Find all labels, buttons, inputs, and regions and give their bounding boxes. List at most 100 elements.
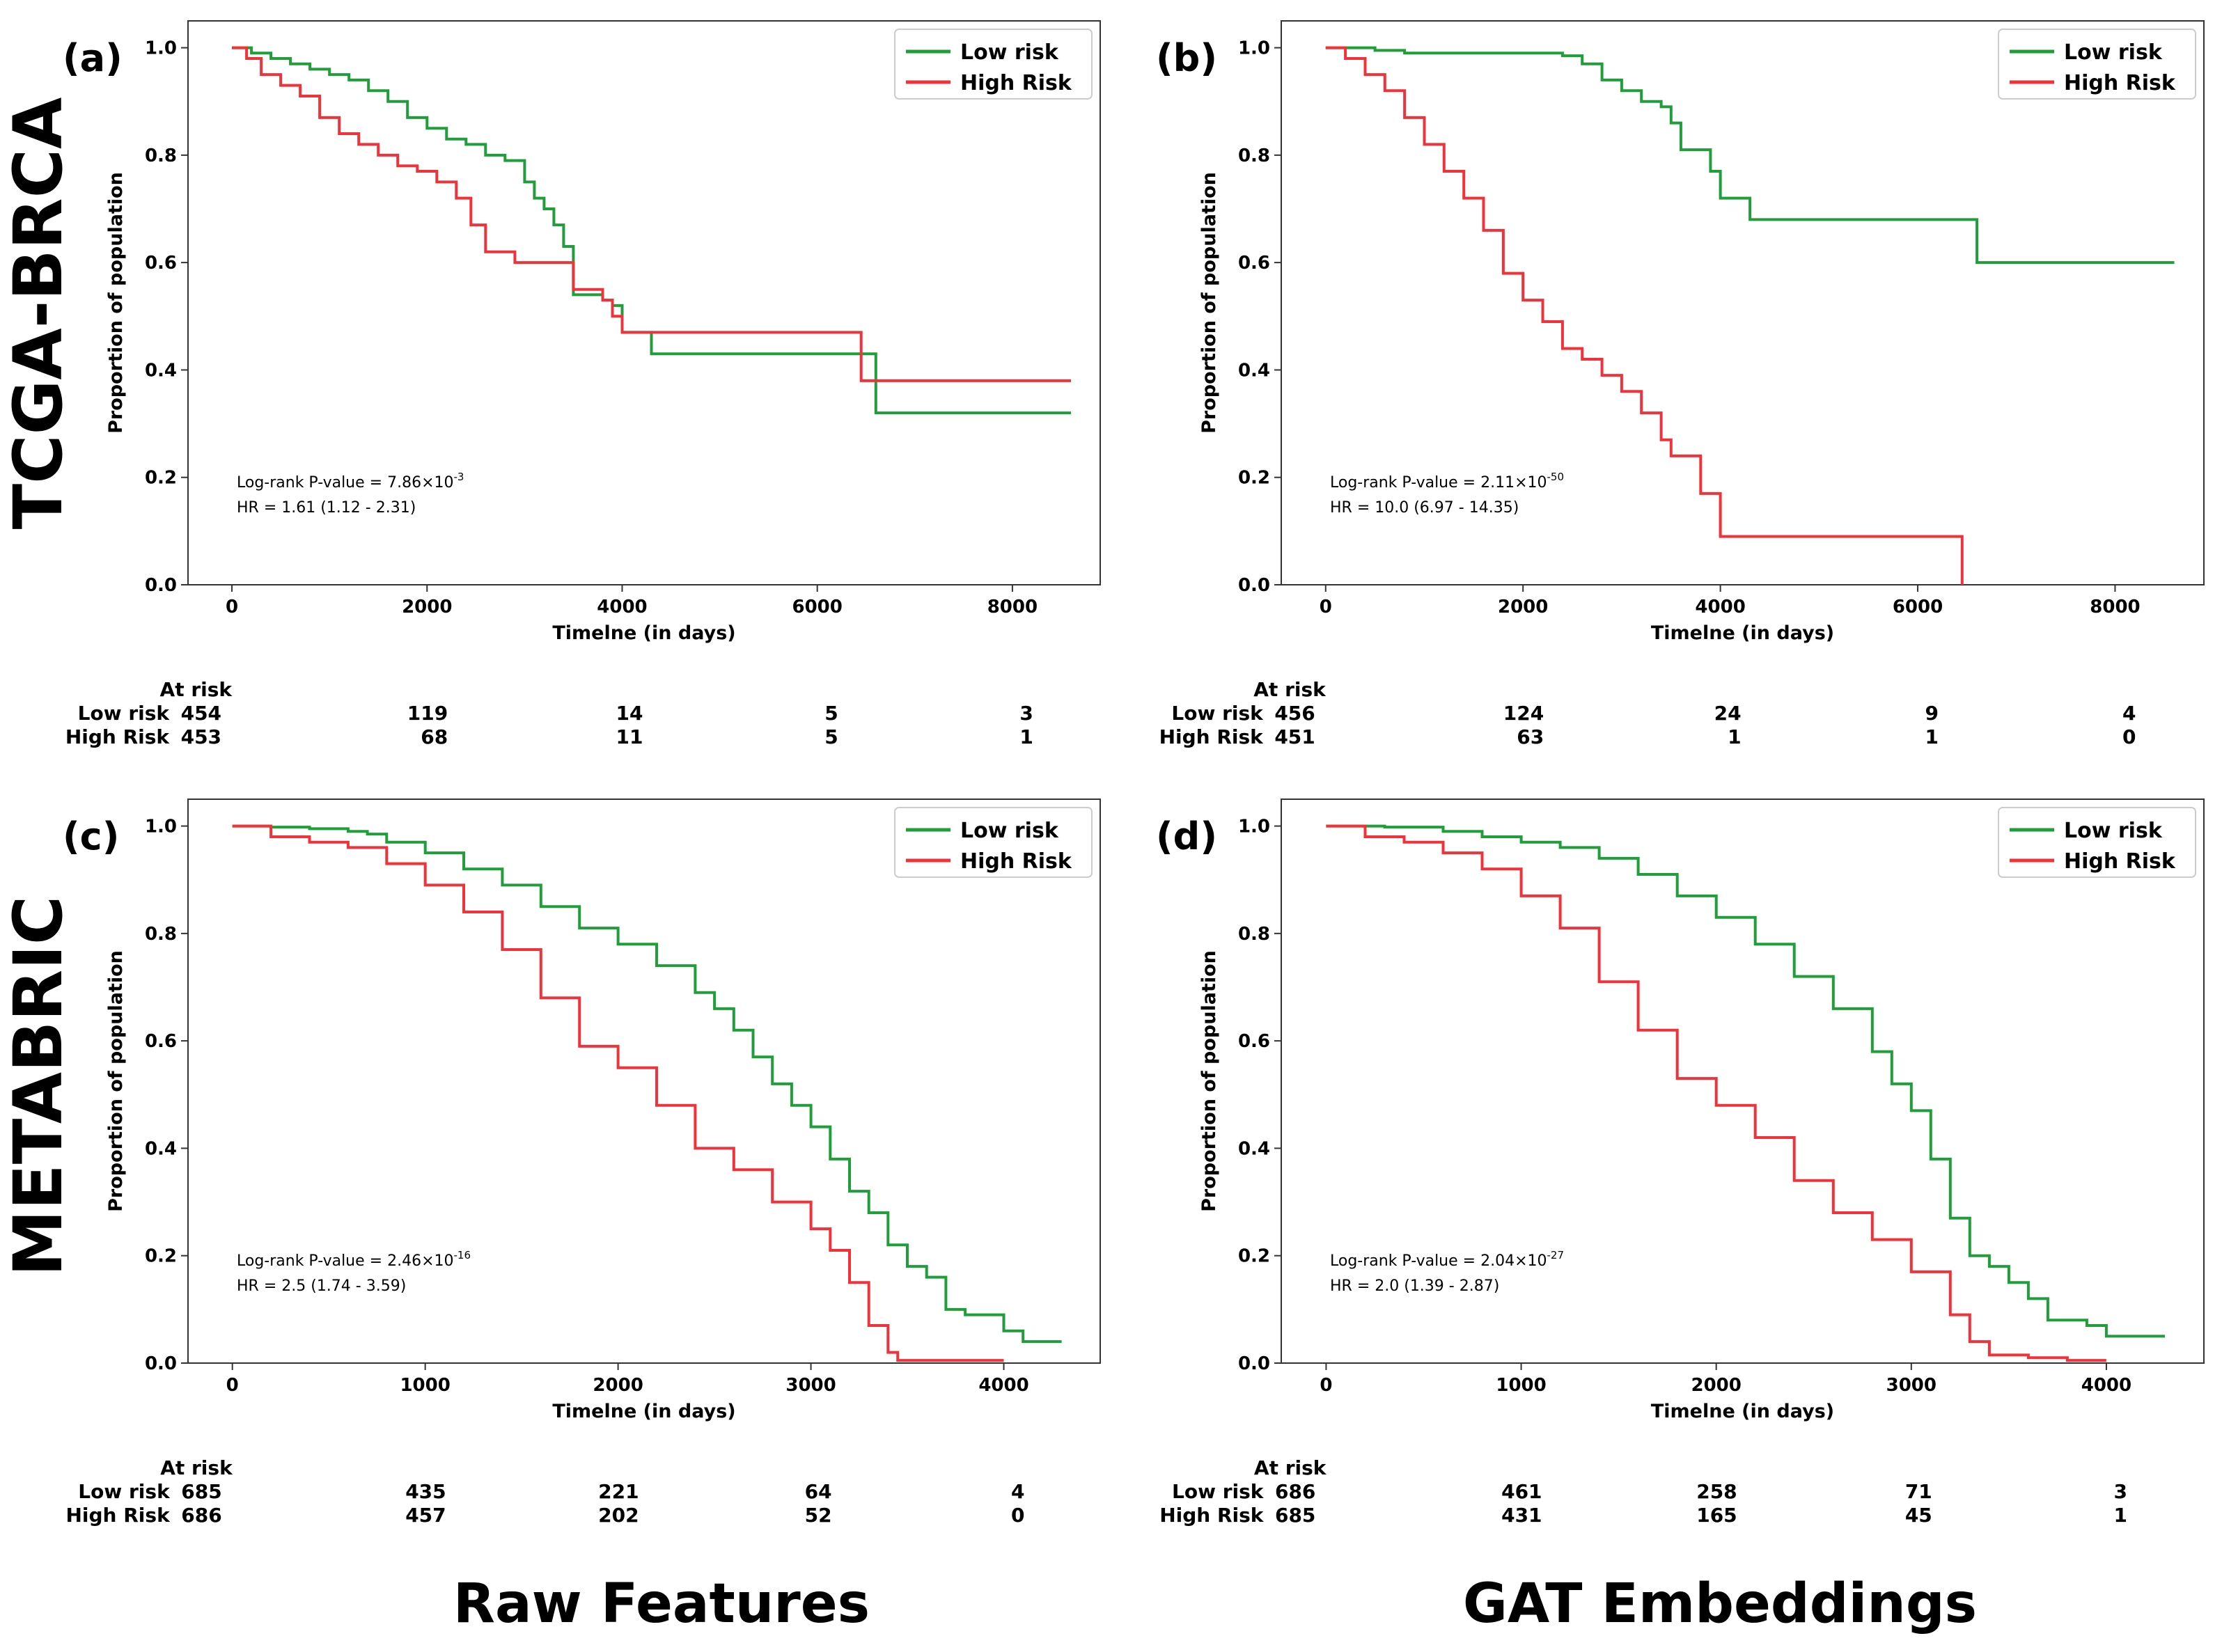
at-risk-count: 686	[1275, 1480, 1315, 1503]
at-risk-count: 165	[1696, 1504, 1737, 1527]
y-tick-label: 0.8	[145, 145, 177, 166]
x-axis-title: Timelne (in days)	[1651, 622, 1834, 644]
at-risk-count: 4	[2122, 702, 2136, 725]
at-risk-count: 202	[598, 1504, 639, 1527]
at-risk-count: 14	[616, 702, 643, 725]
x-tick-label: 8000	[2090, 597, 2140, 617]
p-value-exponent: -16	[454, 1249, 471, 1261]
at-risk-count: 1	[1728, 725, 1741, 748]
low-risk-curve	[1325, 46, 2175, 265]
x-tick-label: 6000	[1893, 597, 1943, 617]
y-tick-label: 0.4	[1238, 360, 1270, 381]
row-label-metabric: METABRIC	[0, 896, 77, 1277]
at-risk-count: 453	[181, 725, 221, 748]
panel-label: (a)	[63, 36, 123, 80]
p-value-annotation: Log-rank P-value = 2.04×10-27	[1330, 1249, 1564, 1270]
y-axis-title: Proportion of population	[105, 172, 127, 434]
panel-label: (b)	[1156, 36, 1217, 80]
at-risk-header: At risk	[160, 678, 233, 701]
x-tick-label: 0	[226, 1375, 239, 1396]
y-tick-label: 0.8	[145, 924, 177, 945]
x-tick-label: 1000	[1496, 1375, 1546, 1396]
at-risk-row-label: High Risk	[1159, 725, 1265, 748]
at-risk-count: 1	[1019, 725, 1033, 748]
y-tick-label: 1.0	[1238, 38, 1270, 59]
at-risk-count: 451	[1274, 725, 1315, 748]
at-risk-row-label: Low risk	[78, 702, 171, 725]
y-tick-label: 0.8	[1238, 924, 1270, 945]
y-tick-label: 0.8	[1238, 145, 1270, 166]
at-risk-row-label: Low risk	[1171, 702, 1264, 725]
legend-low-risk-label: Low risk	[960, 819, 1059, 843]
legend-low-risk-label: Low risk	[2064, 40, 2163, 65]
row-label-tcga: TCGA-BRCA	[0, 97, 77, 530]
low-risk-curve	[232, 46, 1071, 415]
x-tick-label: 4000	[2081, 1375, 2131, 1396]
p-value-exponent: -27	[1547, 1249, 1565, 1261]
x-tick-label: 0	[226, 597, 238, 617]
at-risk-count: 124	[1503, 702, 1544, 725]
km-panel-0: (a) 0.0 0.2 0.4 0.6 0.8 1.0 0 2000 4000 6000 8000 Ti…	[63, 20, 1101, 748]
at-risk-count: 24	[1714, 702, 1742, 725]
at-risk-header: At risk	[1253, 678, 1327, 701]
y-axis-title: Proportion of population	[1198, 950, 1220, 1212]
p-value-annotation: Log-rank P-value = 7.86×10-3	[237, 471, 464, 491]
y-tick-label: 0.4	[1238, 1138, 1270, 1159]
p-value-annotation: Log-rank P-value = 2.46×10-16	[237, 1249, 471, 1270]
y-tick-label: 0.2	[1238, 1246, 1270, 1267]
panel-label: (d)	[1156, 815, 1217, 858]
x-tick-label: 4000	[597, 597, 647, 617]
at-risk-count: 45	[1905, 1504, 1932, 1527]
at-risk-count: 1	[1925, 725, 1939, 748]
at-risk-count: 63	[1517, 725, 1544, 748]
at-risk-count: 686	[181, 1504, 221, 1527]
x-tick-label: 0	[1320, 1375, 1332, 1396]
high-risk-curve	[232, 46, 1071, 382]
hazard-ratio-annotation: HR = 2.0 (1.39 - 2.87)	[1330, 1277, 1499, 1295]
y-tick-label: 0.2	[1238, 468, 1270, 489]
at-risk-count: 9	[1925, 702, 1939, 725]
x-tick-label: 3000	[1886, 1375, 1937, 1396]
x-axis-title: Timelne (in days)	[552, 1401, 735, 1422]
high-risk-curve	[1325, 46, 1964, 585]
at-risk-count: 431	[1501, 1504, 1542, 1527]
y-tick-label: 1.0	[1238, 817, 1270, 837]
low-risk-curve	[232, 824, 1062, 1344]
p-value-exponent: -3	[454, 471, 464, 483]
at-risk-count: 64	[805, 1480, 832, 1503]
at-risk-count: 52	[805, 1504, 832, 1527]
column-label-gat-embeddings: GAT Embeddings	[1463, 1573, 1977, 1635]
p-value-annotation: Log-rank P-value = 2.11×10-50	[1330, 471, 1564, 491]
y-tick-label: 1.0	[145, 38, 177, 59]
y-tick-label: 0.4	[145, 360, 177, 381]
at-risk-count: 71	[1905, 1480, 1932, 1503]
x-tick-label: 2000	[1691, 1375, 1741, 1396]
legend-high-risk-label: High Risk	[960, 849, 1072, 874]
x-tick-label: 0	[1320, 597, 1332, 617]
at-risk-count: 5	[824, 725, 838, 748]
y-tick-label: 0.0	[1238, 1353, 1270, 1374]
x-tick-label: 8000	[987, 597, 1038, 617]
y-tick-label: 0.6	[145, 1031, 177, 1052]
column-label-raw-features: Raw Features	[453, 1573, 870, 1635]
x-tick-label: 2000	[593, 1375, 643, 1396]
at-risk-count: 435	[405, 1480, 446, 1503]
x-tick-label: 2000	[402, 597, 452, 617]
x-axis-title: Timelne (in days)	[552, 622, 735, 644]
legend-low-risk-label: Low risk	[960, 40, 1059, 65]
hazard-ratio-annotation: HR = 10.0 (6.97 - 14.35)	[1330, 499, 1519, 517]
x-tick-label: 4000	[978, 1375, 1028, 1396]
legend-high-risk-label: High Risk	[2064, 71, 2176, 95]
y-axis-title: Proportion of population	[105, 950, 127, 1212]
y-tick-label: 0.6	[145, 253, 177, 274]
y-tick-label: 0.0	[145, 1353, 177, 1374]
at-risk-count: 685	[181, 1480, 221, 1503]
at-risk-count: 3	[2113, 1480, 2127, 1503]
hazard-ratio-annotation: HR = 1.61 (1.12 - 2.31)	[237, 499, 416, 517]
at-risk-row-label: Low risk	[78, 1480, 171, 1503]
x-tick-label: 3000	[785, 1375, 836, 1396]
x-tick-label: 1000	[400, 1375, 450, 1396]
x-tick-label: 6000	[792, 597, 843, 617]
at-risk-count: 68	[421, 725, 448, 748]
y-tick-label: 0.0	[145, 575, 177, 596]
